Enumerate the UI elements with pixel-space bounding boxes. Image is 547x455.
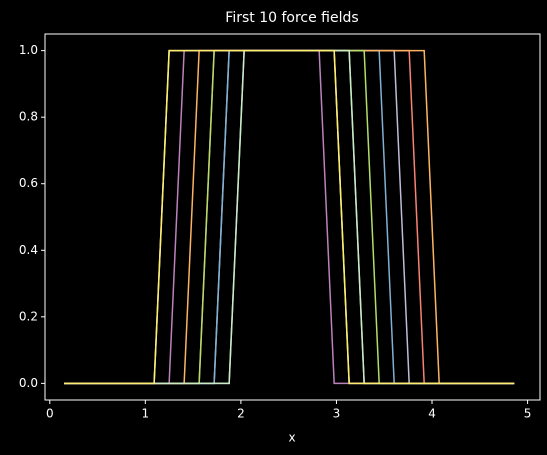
series-line bbox=[64, 49, 515, 385]
x-tick-label: 3 bbox=[333, 407, 341, 421]
x-axis-label: x bbox=[288, 431, 295, 445]
x-tick-label: 0 bbox=[46, 407, 54, 421]
x-tick-label: 1 bbox=[142, 407, 150, 421]
y-tick-label: 0.0 bbox=[19, 376, 38, 390]
chart-title: First 10 force fields bbox=[225, 10, 358, 26]
y-tick-label: 0.6 bbox=[19, 176, 38, 190]
x-tick-label: 4 bbox=[428, 407, 436, 421]
x-tick-label: 2 bbox=[237, 407, 245, 421]
y-tick-label: 0.2 bbox=[19, 309, 38, 323]
series-line bbox=[64, 49, 515, 385]
series-line bbox=[64, 49, 515, 385]
plot-frame bbox=[44, 33, 541, 401]
y-tick-label: 0.4 bbox=[19, 243, 38, 257]
series-line bbox=[64, 49, 515, 385]
series-line bbox=[64, 49, 515, 385]
series-line bbox=[64, 49, 515, 385]
y-tick-label: 0.8 bbox=[19, 110, 38, 124]
series-line bbox=[64, 49, 515, 385]
series-line bbox=[64, 49, 515, 385]
x-tick-label: 5 bbox=[524, 407, 532, 421]
series-line bbox=[64, 49, 515, 385]
y-tick-label: 1.0 bbox=[19, 43, 38, 57]
series-line bbox=[64, 49, 515, 385]
